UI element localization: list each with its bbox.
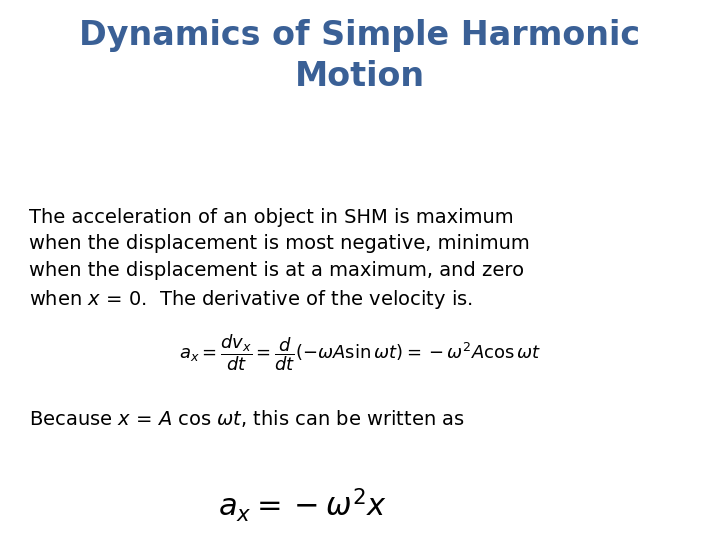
Text: The acceleration of an object in SHM is maximum
when the displacement is most ne: The acceleration of an object in SHM is … [29,208,529,312]
Text: $a_x = \dfrac{dv_x}{dt} = \dfrac{d}{dt}(-\omega A\sin\omega t) = -\omega^2 A\cos: $a_x = \dfrac{dv_x}{dt} = \dfrac{d}{dt}(… [179,332,541,373]
Text: Because $x$ = $A$ cos $\omega t$, this can be written as: Because $x$ = $A$ cos $\omega t$, this c… [29,408,464,429]
Text: Dynamics of Simple Harmonic
Motion: Dynamics of Simple Harmonic Motion [79,19,641,93]
Text: $a_x = -\omega^2 x$: $a_x = -\omega^2 x$ [218,486,387,524]
